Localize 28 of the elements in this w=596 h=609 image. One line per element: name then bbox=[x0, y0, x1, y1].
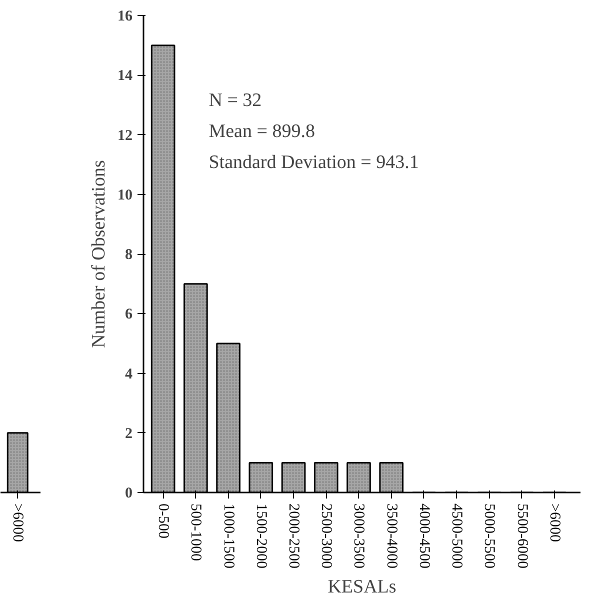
y-tick-label: 10 bbox=[118, 187, 132, 204]
y-axis-title: Number of Observations bbox=[88, 160, 110, 348]
y-tick-label: 6 bbox=[125, 306, 133, 323]
y-tick-label: 12 bbox=[118, 128, 132, 144]
y-tick-label: 2 bbox=[125, 426, 132, 442]
y-tick-label: 0 bbox=[125, 486, 132, 502]
x-tick-label: 4000-4500 bbox=[416, 504, 432, 568]
annotation: N = 32 bbox=[208, 90, 262, 111]
x-tick-label: 2500-3000 bbox=[318, 504, 334, 568]
x-tick-label: 1000-1500 bbox=[220, 504, 236, 568]
x-tick-label: 2000-2500 bbox=[286, 504, 302, 568]
x-tick-label: 1500-2000 bbox=[252, 504, 269, 568]
y-tick-label: 4 bbox=[125, 366, 133, 382]
x-tick-label: 3500-4000 bbox=[383, 504, 400, 568]
x-tick-label: 500-1000 bbox=[188, 504, 204, 561]
annotation: Standard Deviation = 943.1 bbox=[208, 152, 419, 173]
y-tick-label: 14 bbox=[118, 68, 133, 84]
x-tick-label: 3000-3500 bbox=[350, 504, 367, 568]
x-axis-title: KESALs bbox=[328, 576, 396, 598]
x-tick-label: >6000 bbox=[10, 504, 26, 542]
annotation: Mean = 899.8 bbox=[208, 120, 315, 142]
x-tick-label: 0-500 bbox=[155, 504, 172, 538]
y-tick-label: 16 bbox=[118, 8, 133, 24]
x-tick-label: 4500-5000 bbox=[448, 504, 465, 568]
y-tick-label: 8 bbox=[125, 247, 132, 263]
x-tick-label: 5500-6000 bbox=[514, 504, 530, 568]
x-tick-label: >6000 bbox=[546, 504, 562, 542]
x-tick-label: 5000-5500 bbox=[481, 504, 498, 568]
